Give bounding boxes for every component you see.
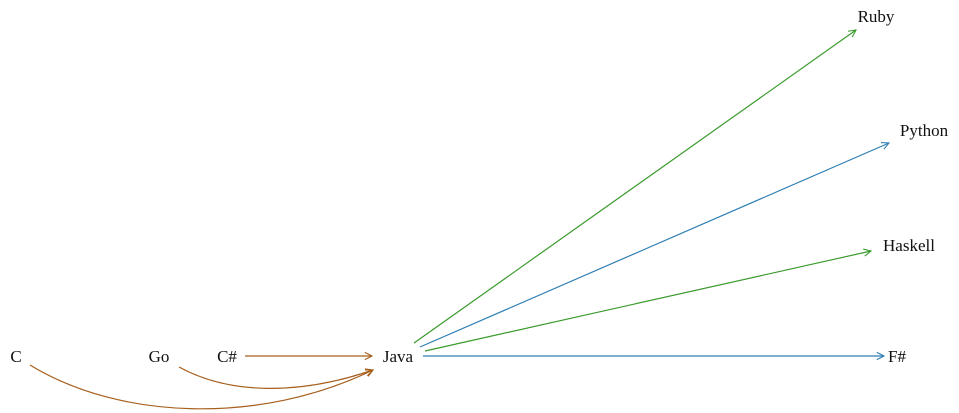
edge-java-to-haskell	[424, 251, 871, 352]
node-c: C	[10, 347, 21, 366]
node-python: Python	[900, 121, 949, 140]
edge-go-to-java	[178, 366, 373, 389]
node-go: Go	[149, 347, 170, 366]
edge-java-to-python	[419, 143, 889, 348]
node-csharp: C#	[217, 347, 237, 366]
node-haskell: Haskell	[883, 236, 935, 255]
node-fsharp: F#	[888, 347, 906, 366]
edge-c-to-java	[29, 364, 373, 410]
node-java: Java	[383, 347, 414, 366]
edge-java-to-ruby	[413, 30, 856, 344]
node-ruby: Ruby	[858, 7, 895, 26]
